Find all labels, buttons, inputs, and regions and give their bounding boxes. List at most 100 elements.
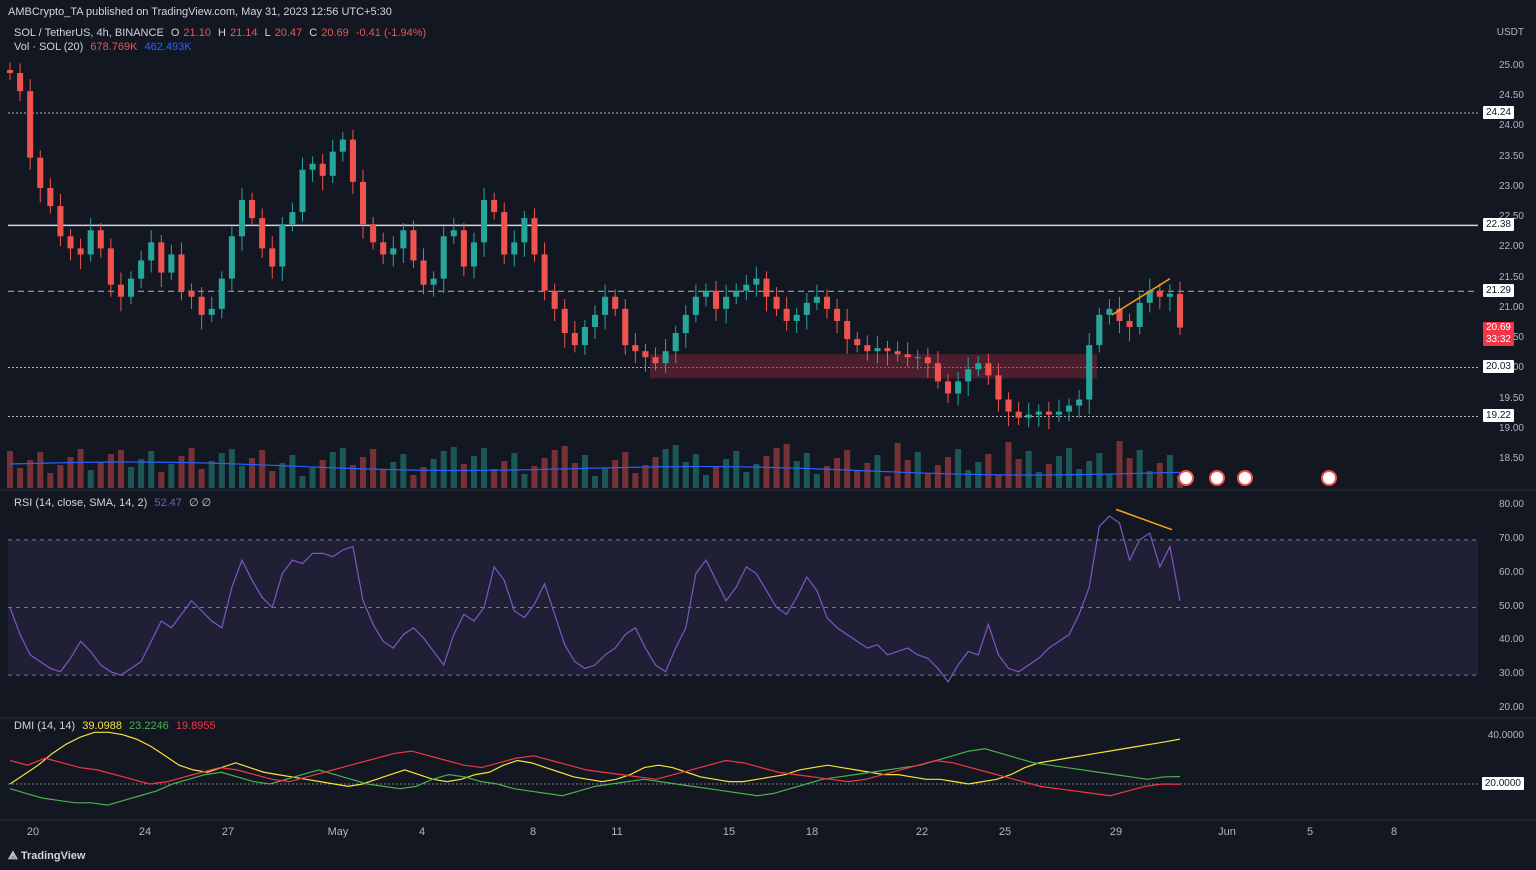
volume-bar bbox=[1055, 456, 1062, 488]
candle-body bbox=[319, 163, 326, 176]
candle-body bbox=[37, 157, 44, 188]
volume-bar bbox=[692, 454, 699, 488]
price-tick-label: 23.50 bbox=[1498, 150, 1524, 162]
ohlc-c: 20.69 bbox=[321, 27, 349, 39]
candle-body bbox=[349, 139, 356, 182]
volume-bar bbox=[723, 459, 730, 488]
candle-body bbox=[511, 242, 518, 255]
volume-bar bbox=[1136, 450, 1143, 488]
volume-bar bbox=[117, 450, 124, 488]
rsi-tick-label: 30.00 bbox=[1498, 668, 1524, 680]
rsi-value: 52.47 bbox=[154, 497, 182, 509]
volume-bar bbox=[460, 464, 467, 488]
volume-bar bbox=[763, 456, 770, 488]
volume-bar bbox=[37, 452, 44, 488]
volume-bar bbox=[995, 475, 1002, 488]
candle-body bbox=[591, 314, 599, 327]
candle-body bbox=[218, 278, 225, 309]
volume-bar bbox=[602, 468, 609, 488]
candle-body bbox=[77, 248, 84, 255]
volume-bar bbox=[1116, 441, 1123, 488]
candle-body bbox=[410, 230, 417, 261]
candle-body bbox=[904, 354, 911, 358]
volume-bar bbox=[1076, 469, 1083, 488]
volume-bar bbox=[87, 470, 94, 488]
ohlc-l: 20.47 bbox=[274, 27, 303, 39]
volume-bar bbox=[823, 466, 831, 488]
volume-ma-line bbox=[9, 461, 1181, 476]
candle-body bbox=[733, 290, 740, 297]
date-tick-label: Jun bbox=[1218, 826, 1236, 838]
candle-body bbox=[713, 290, 720, 309]
volume-bar bbox=[158, 472, 165, 488]
volume-value: 678.769K bbox=[90, 41, 138, 53]
candle-body bbox=[269, 248, 276, 267]
candle-body bbox=[1116, 308, 1123, 321]
volume-bar bbox=[793, 461, 800, 488]
volume-bar bbox=[188, 448, 195, 488]
candle-body bbox=[642, 351, 649, 358]
dmi-legend: DMI (14, 14) 39.0988 23.2246 19.8955 bbox=[14, 720, 220, 732]
volume-label: Vol · SOL (20) bbox=[14, 41, 84, 53]
date-tick-label: 5 bbox=[1306, 826, 1314, 838]
event-flag-icon bbox=[1237, 470, 1253, 486]
candle-body bbox=[823, 296, 831, 309]
candle-body bbox=[602, 296, 609, 315]
volume-bar bbox=[803, 453, 810, 488]
candle-body bbox=[67, 236, 74, 249]
date-tick-label: 20 bbox=[26, 826, 40, 838]
candle-body bbox=[87, 230, 94, 255]
candle-body bbox=[561, 308, 568, 334]
dmi-adx-value: 39.0988 bbox=[82, 720, 122, 732]
tradingview-logo[interactable]: ⟁ TradingView bbox=[8, 850, 85, 863]
volume-bar bbox=[914, 452, 921, 488]
candle-body bbox=[813, 296, 820, 303]
volume-bar bbox=[470, 456, 477, 488]
dmi-line-plusdi bbox=[9, 748, 1181, 806]
candle-body bbox=[1146, 290, 1153, 303]
candle-body bbox=[168, 254, 175, 273]
candle-body bbox=[985, 363, 992, 376]
volume-bar bbox=[642, 465, 649, 488]
candle-body bbox=[6, 70, 14, 74]
volume-bar bbox=[612, 460, 619, 488]
volume-bar bbox=[1166, 455, 1173, 488]
volume-bar bbox=[390, 462, 397, 488]
volume-bar bbox=[864, 463, 871, 488]
volume-bar bbox=[138, 459, 145, 488]
candle-body bbox=[975, 363, 982, 370]
candle-body bbox=[854, 339, 861, 346]
volume-bar bbox=[985, 454, 992, 488]
volume-bar bbox=[238, 466, 246, 488]
candle-body bbox=[117, 284, 124, 297]
candle-body bbox=[965, 369, 972, 382]
volume-bar bbox=[884, 476, 891, 488]
candle-body bbox=[551, 290, 558, 309]
candle-body bbox=[1086, 345, 1093, 400]
candle-countdown: 33:32 bbox=[1485, 334, 1511, 345]
candle-body bbox=[158, 242, 165, 273]
price-trendline bbox=[1111, 277, 1171, 316]
volume-bar bbox=[1156, 463, 1163, 488]
candle-body bbox=[793, 314, 800, 321]
volume-bar bbox=[753, 464, 760, 488]
candle-body bbox=[783, 308, 790, 321]
candle-body bbox=[148, 242, 155, 261]
rsi-line bbox=[9, 515, 1181, 684]
price-level-tag: 24.24 bbox=[1482, 105, 1514, 119]
candle-body bbox=[743, 284, 750, 291]
price-level-tag: 21.29 bbox=[1482, 284, 1514, 298]
candle-body bbox=[803, 302, 810, 315]
price-tick-label: 25.00 bbox=[1498, 60, 1524, 71]
currency-label: USDT bbox=[1496, 27, 1524, 38]
date-tick-label: 27 bbox=[221, 826, 235, 838]
candle-body bbox=[27, 91, 34, 158]
rsi-tick-label: 20.00 bbox=[1498, 702, 1524, 713]
event-flag-icon bbox=[1178, 470, 1194, 486]
candle-body bbox=[188, 290, 195, 297]
volume-bar bbox=[17, 468, 24, 488]
candle-body bbox=[17, 73, 24, 92]
volume-bar bbox=[591, 476, 599, 488]
price-tick-label: 24.00 bbox=[1498, 120, 1524, 132]
